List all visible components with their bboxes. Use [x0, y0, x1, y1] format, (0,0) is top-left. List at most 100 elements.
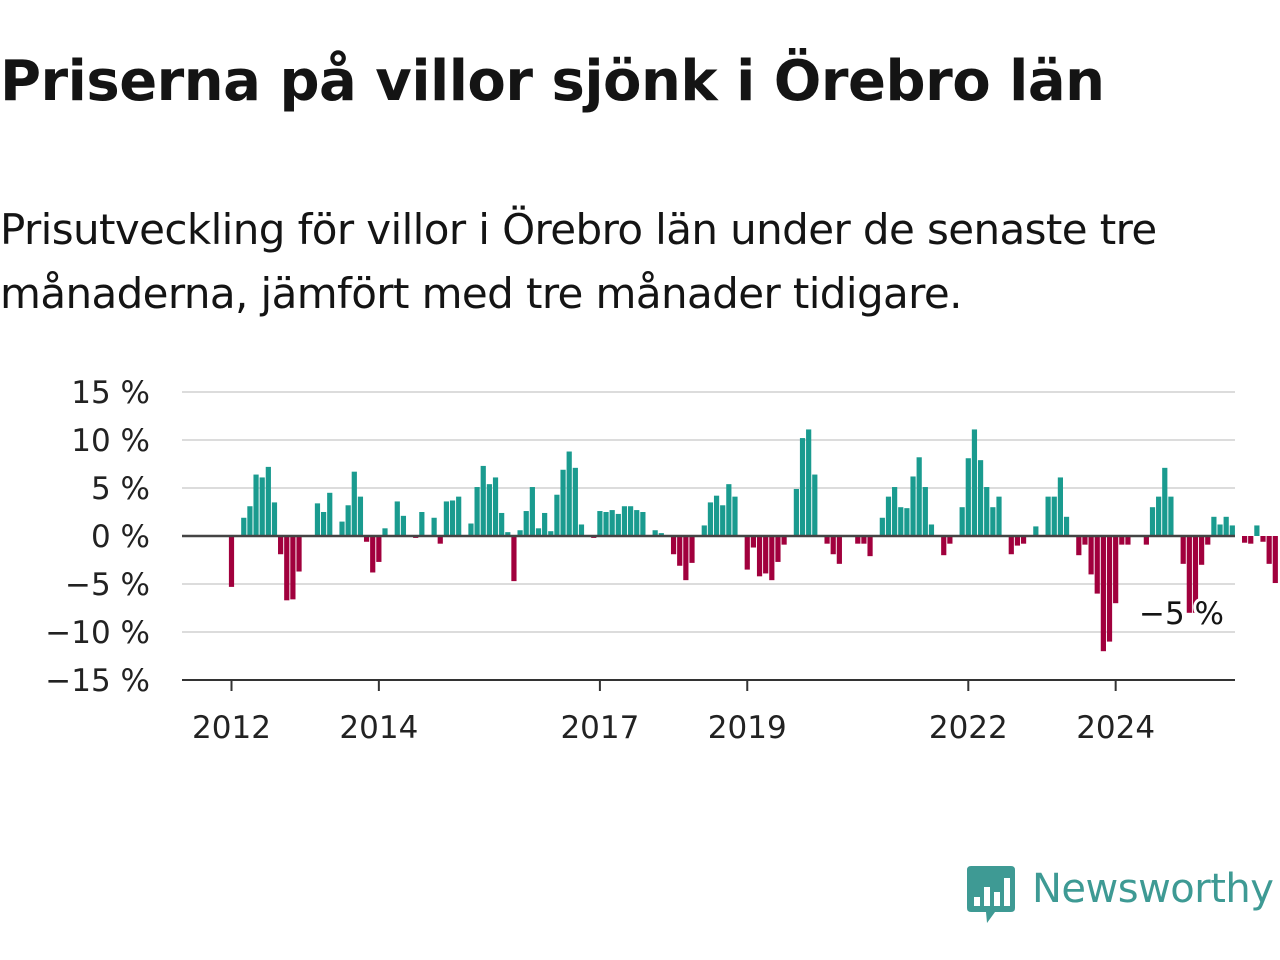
bar	[296, 536, 302, 572]
y-tick-label: −10 %	[45, 615, 150, 651]
bar	[1125, 536, 1131, 545]
bar	[928, 524, 935, 536]
bar	[1272, 536, 1278, 584]
bar	[732, 496, 738, 536]
bar	[1211, 516, 1217, 536]
bar	[916, 457, 922, 536]
bar	[867, 536, 873, 557]
x-axis-tick-labels: 2012 2014 2017 2019 2022 2024	[192, 680, 1155, 746]
bar	[836, 536, 842, 564]
bar	[885, 496, 892, 536]
bar	[253, 474, 259, 536]
bar	[1008, 536, 1014, 555]
bar	[977, 460, 984, 536]
bar	[750, 536, 756, 548]
bar	[910, 476, 916, 536]
bar	[775, 536, 781, 562]
bar	[1254, 525, 1260, 536]
bar	[855, 536, 861, 544]
bar	[1094, 536, 1100, 594]
bar	[689, 536, 695, 563]
bar	[1205, 536, 1211, 545]
bar	[259, 477, 265, 536]
bar	[376, 536, 382, 562]
y-tick-label: 10 %	[71, 423, 150, 459]
bar	[677, 536, 683, 566]
bar	[284, 536, 290, 601]
bar	[1100, 536, 1106, 652]
page-title: Priserna på villor sjönk i Örebro län	[0, 49, 1105, 114]
bar	[756, 536, 763, 577]
bar	[898, 507, 904, 536]
bar	[474, 487, 480, 536]
bar	[996, 496, 1002, 536]
bar	[363, 536, 370, 542]
bar	[1020, 536, 1027, 544]
bar	[621, 506, 628, 536]
bar	[517, 530, 523, 536]
bar	[1229, 525, 1235, 536]
bar	[523, 511, 529, 536]
bar	[707, 502, 714, 536]
bar	[763, 536, 769, 574]
bar	[781, 536, 787, 545]
bar	[830, 536, 836, 555]
bar	[278, 536, 284, 555]
bar	[394, 501, 400, 536]
bar	[400, 515, 407, 536]
bar	[456, 496, 462, 536]
axis-lines	[182, 534, 1235, 681]
bar	[1242, 536, 1248, 543]
bar	[560, 469, 566, 536]
bar	[861, 536, 867, 544]
bar	[1063, 516, 1070, 536]
bar	[959, 507, 965, 536]
bar	[720, 505, 726, 536]
bar	[1260, 536, 1266, 542]
bar	[228, 536, 235, 587]
bar	[806, 429, 812, 536]
bar	[578, 524, 585, 536]
bar	[1248, 536, 1254, 544]
newsworthy-logo: Newsworthy	[964, 864, 1276, 926]
bar	[965, 458, 971, 536]
bar	[597, 511, 603, 536]
bar	[1033, 526, 1039, 536]
bar	[713, 495, 720, 536]
bar	[419, 512, 425, 536]
y-tick-label: −5 %	[65, 567, 150, 603]
bar	[572, 467, 578, 536]
bar	[1156, 496, 1162, 536]
bar	[339, 521, 345, 536]
bar	[1168, 496, 1174, 536]
last-value-label: −5 %	[1139, 596, 1224, 632]
bar	[812, 474, 818, 536]
bar	[1051, 496, 1057, 536]
bar	[1149, 507, 1156, 536]
bar	[1186, 536, 1192, 613]
x-tick-label: 2017	[560, 710, 639, 746]
bar	[1076, 536, 1082, 556]
bars	[228, 429, 1278, 652]
bar	[449, 500, 456, 536]
bar	[603, 512, 609, 536]
bar	[971, 429, 978, 536]
bar	[1082, 536, 1088, 545]
bar	[726, 484, 732, 536]
bar	[904, 508, 910, 536]
bar	[744, 536, 750, 570]
bar	[1266, 536, 1272, 564]
bar	[357, 496, 364, 536]
bar	[984, 487, 990, 536]
page-subtitle: Prisutveckling för villor i Örebro län u…	[0, 205, 1157, 318]
bar	[941, 536, 947, 556]
bar	[879, 517, 885, 536]
bar	[327, 492, 333, 536]
bar	[1106, 536, 1113, 642]
bar	[314, 503, 321, 536]
bar	[922, 487, 928, 536]
bar	[535, 528, 542, 536]
bar	[321, 512, 327, 536]
bar	[382, 528, 388, 536]
bar	[486, 484, 492, 536]
